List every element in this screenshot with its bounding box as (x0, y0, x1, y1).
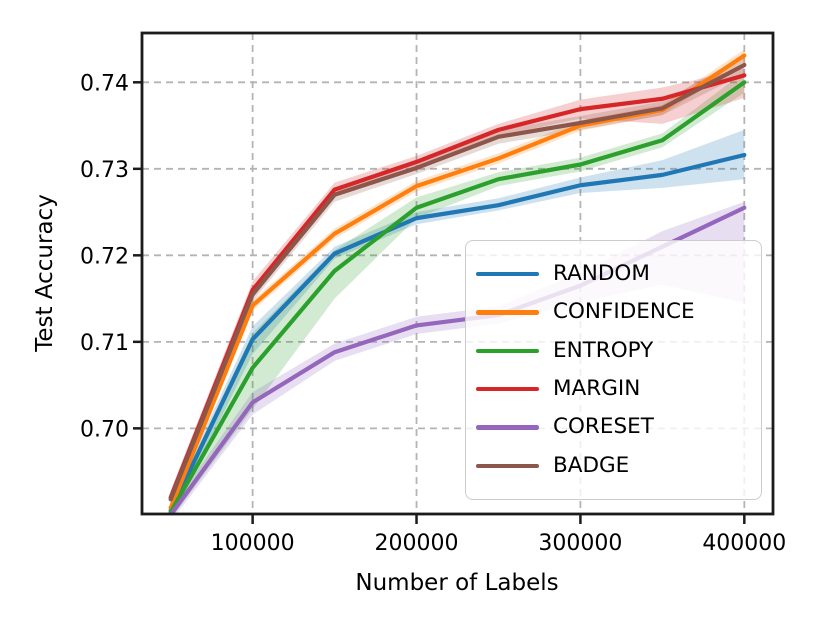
legend-label: CORESET (553, 414, 654, 440)
x-tick-label: 200000 (375, 531, 459, 556)
y-tick-label: 0.71 (80, 331, 129, 356)
x-tick-label: 300000 (538, 531, 622, 556)
x-tick-label: 400000 (702, 531, 786, 556)
y-tick-label: 0.72 (80, 244, 129, 269)
legend-item-BADGE: BADGE (476, 452, 757, 478)
legend-swatch-CONFIDENCE (476, 310, 539, 315)
legend-label: BADGE (553, 452, 630, 478)
legend-label: CONFIDENCE (553, 299, 695, 325)
y-tick-label: 0.73 (80, 158, 129, 183)
legend-label: MARGIN (553, 375, 641, 401)
legend-item-ENTROPY: ENTROPY (476, 337, 757, 363)
series-line-ENTROPY (168, 80, 747, 514)
y-axis-label: Test Accuracy (32, 194, 58, 353)
series-band-ENTROPY (170, 71, 745, 514)
series-lines (168, 53, 747, 514)
axis-ticks: 100000 200000 300000 400000 0.70 0.71 0.72 0.73… (80, 71, 786, 556)
legend-swatch-ENTROPY (476, 348, 539, 354)
series-line-MARGIN (168, 73, 747, 500)
y-tick-label: 0.70 (80, 417, 129, 442)
x-axis-label: Number of Labels (355, 570, 558, 596)
series-band-MARGIN (170, 68, 745, 514)
axes-spines (140, 31, 775, 516)
legend-swatch-MARGIN (476, 386, 539, 392)
legend-swatch-CORESET (476, 425, 539, 430)
series-line-RANDOM (168, 152, 747, 513)
y-tick-label: 0.74 (80, 71, 129, 96)
legend-swatch-RANDOM (476, 271, 539, 277)
legend-item-CORESET: CORESET (476, 416, 757, 439)
legend-label: ENTROPY (553, 337, 654, 363)
legend: RANDOM CONFIDENCE ENTROPY MARGIN CORESET BADG… (465, 240, 762, 500)
x-tick-label: 100000 (211, 531, 295, 556)
legend-label: RANDOM (553, 260, 650, 286)
series-line-BADGE (168, 62, 747, 502)
legend-swatch-BADGE (476, 463, 539, 469)
legend-item-RANDOM: RANDOM (476, 260, 757, 286)
legend-item-CONFIDENCE: CONFIDENCE (476, 301, 757, 324)
legend-item-MARGIN: MARGIN (476, 375, 757, 401)
